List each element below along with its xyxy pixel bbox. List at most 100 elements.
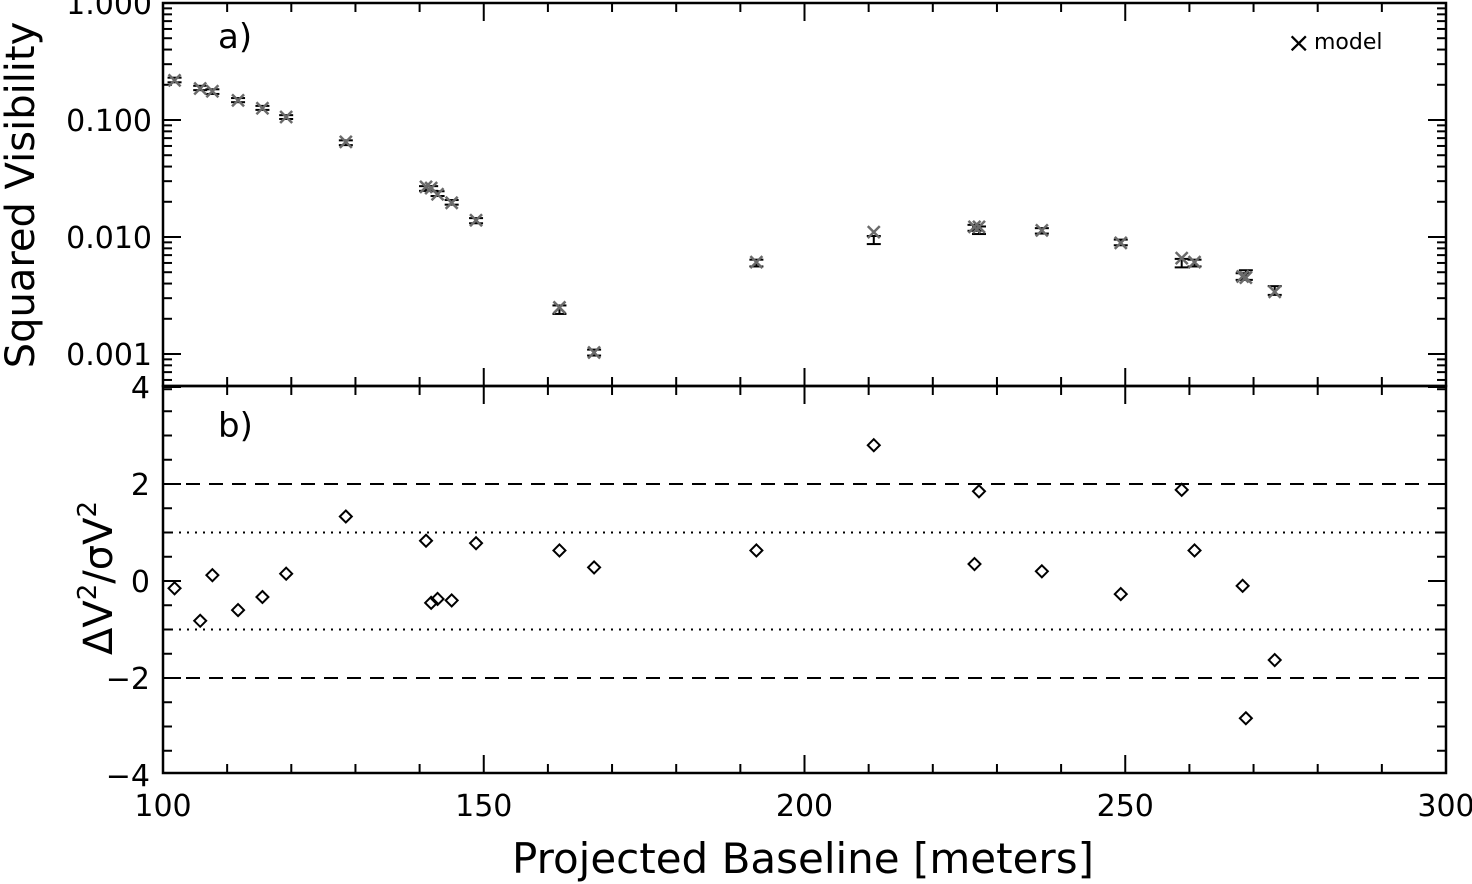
residual-diamond	[468, 535, 484, 551]
model-cross-stroke	[1238, 270, 1253, 285]
residual-diamond	[204, 567, 220, 583]
panel-a-y-tick-labels: 0.001 0.010 0.100 1.000	[66, 0, 152, 373]
panel-b-y-tick-label: 2	[131, 468, 150, 503]
x-tick-label: 300	[1417, 789, 1472, 824]
panel-b-ticks	[162, 386, 1447, 773]
panel-a-y-tick-label: 1.000	[66, 0, 152, 22]
model-point	[1174, 251, 1189, 265]
model-point	[469, 213, 483, 228]
model-cross-stroke	[1267, 284, 1282, 299]
residual-diamond	[192, 613, 208, 629]
ylabel-slash-sigma: /σ	[76, 545, 122, 584]
residual-diamond	[430, 591, 445, 607]
model-cross-stroke	[972, 220, 986, 234]
residual-diamond	[230, 602, 246, 618]
panel-b-y-tick-label: 0	[131, 565, 150, 600]
panel-a-y-tick-label: 0.010	[66, 221, 152, 256]
residual-diamond	[1174, 482, 1190, 498]
residual-diamond	[1034, 563, 1050, 579]
model-point	[255, 101, 270, 116]
residual-diamond	[418, 533, 434, 549]
model-cross-stroke	[587, 345, 601, 360]
model-point	[193, 81, 208, 96]
panel-b-label: b)	[218, 406, 253, 446]
panel-b-reference-lines	[163, 483, 1446, 679]
model-point	[552, 300, 567, 315]
model-point	[444, 195, 459, 210]
model-cross-stroke	[1235, 269, 1250, 284]
x-tick-label: 100	[134, 789, 191, 824]
residual-diamond	[967, 556, 982, 572]
panel-b-y-tick-label: −4	[106, 759, 150, 794]
residual-diamond	[1235, 578, 1251, 594]
ylabel-sup-1: 2	[73, 584, 103, 601]
model-cross-stroke	[1187, 255, 1202, 270]
model-point	[167, 73, 182, 88]
model-cross-stroke	[967, 220, 982, 234]
model-point	[967, 220, 982, 234]
residual-diamond	[748, 543, 764, 558]
legend-marker: ×	[1287, 26, 1310, 59]
residual-diamond	[866, 437, 882, 453]
model-cross-stroke	[469, 213, 483, 228]
model-cross-stroke	[424, 181, 439, 195]
model-cross-stroke	[231, 93, 245, 108]
residual-diamond	[338, 509, 354, 524]
model-cross-stroke	[279, 110, 294, 124]
ylabel-sub-v: V	[76, 517, 122, 545]
panel-a-squared-visibility: 0.001 0.010 0.100 1.000 a) Squared Visibili…	[0, 0, 1448, 391]
panel-b-y-tick-label: 4	[131, 371, 150, 406]
model-cross-stroke	[419, 180, 433, 194]
model-point	[1267, 284, 1282, 299]
model-point	[587, 345, 601, 360]
residual-diamond	[255, 589, 270, 605]
model-point	[866, 225, 881, 240]
model-cross-stroke	[1034, 223, 1049, 238]
x-tick-label: 150	[455, 789, 512, 824]
x-tick-label: 250	[1097, 789, 1154, 824]
residual-diamond	[167, 580, 182, 596]
x-tick-label: 200	[776, 789, 833, 824]
model-cross-stroke	[167, 73, 182, 88]
model-cross-stroke	[430, 187, 445, 202]
residual-diamond	[423, 595, 439, 611]
residual-diamond	[1267, 652, 1283, 668]
ylabel-sup-2: 2	[73, 501, 103, 518]
panel-b-data-points	[167, 437, 1283, 726]
model-cross-stroke	[1174, 251, 1189, 265]
x-tick-labels: 100 150 200 250 300	[134, 789, 1472, 824]
panel-a-y-tick-label: 0.100	[66, 104, 152, 139]
model-point	[205, 84, 220, 99]
model-cross-stroke	[444, 195, 459, 210]
model-cross-stroke	[338, 135, 353, 149]
model-cross-stroke	[255, 101, 270, 116]
model-cross-stroke	[193, 81, 208, 96]
legend: × model	[1287, 26, 1383, 59]
panel-b-ylabel: ΔV2/σV2	[73, 501, 122, 655]
model-cross-stroke	[205, 84, 220, 99]
residual-diamond	[278, 566, 294, 582]
ylabel-delta-v: ΔV	[76, 600, 122, 655]
panel-a-ticks	[162, 2, 1447, 391]
model-point	[1034, 223, 1049, 238]
model-cross-stroke	[866, 225, 881, 240]
model-point	[279, 110, 294, 124]
model-cross-stroke	[552, 300, 567, 315]
model-point	[1238, 270, 1253, 285]
legend-label: model	[1314, 30, 1383, 55]
panel-a-ylabel: Squared Visibility	[0, 22, 44, 369]
residual-diamond	[444, 592, 460, 608]
residual-diamond	[552, 543, 567, 558]
model-point	[231, 93, 245, 108]
residual-diamond	[971, 483, 987, 499]
model-cross-stroke	[1113, 236, 1128, 250]
model-point	[1187, 255, 1202, 270]
residual-diamond	[1238, 710, 1254, 726]
x-axis-label: Projected Baseline [meters]	[512, 834, 1094, 883]
model-point	[430, 187, 445, 202]
model-point	[1235, 269, 1250, 284]
panel-a-label: a)	[218, 17, 252, 57]
